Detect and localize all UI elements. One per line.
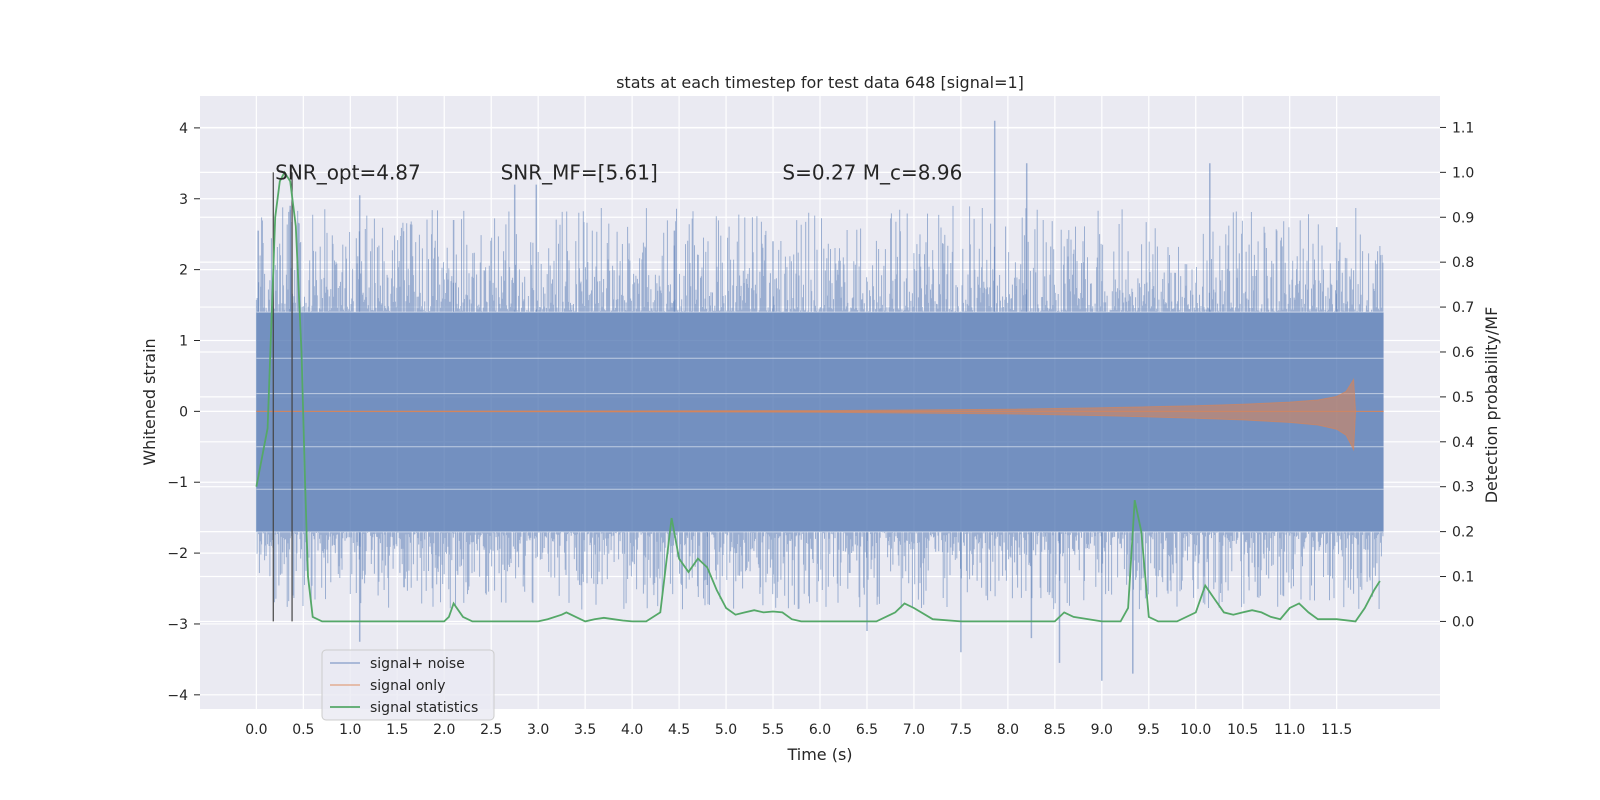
signal-only-series	[256, 377, 1384, 452]
x-axis-ticks: 0.0 0.5 1.0 1.5 2.0 2.5 3.0 3.5 4.0 4.5 5.0 5.5 6.0 6…	[245, 722, 1352, 738]
y2-tick-label: 1.1	[1452, 120, 1474, 136]
y2-tick-label: 0.4	[1452, 435, 1474, 451]
x-tick-label: 9.5	[1138, 722, 1160, 738]
y2-tick-label: 0.9	[1452, 210, 1474, 226]
annotations: SNR_opt=4.87 SNR_MF=[5.61] S=0.27 M_c=8.96	[275, 160, 962, 184]
x-tick-label: 6.5	[856, 722, 878, 738]
x-tick-label: 5.0	[715, 722, 737, 738]
y-tick-label: −2	[167, 546, 188, 562]
y-axis-label: Whitened strain	[140, 338, 159, 465]
y-tick-label: 3	[179, 192, 188, 208]
y-tick-label: −1	[167, 475, 188, 491]
y2-tick-label: 0.2	[1452, 525, 1474, 541]
y-tick-label: −4	[167, 688, 188, 704]
legend-label-noise: signal+ noise	[370, 656, 465, 672]
x-tick-label: 7.0	[903, 722, 925, 738]
x-tick-label: 1.0	[339, 722, 361, 738]
y-axis-ticks: −4 −3 −2 −1 0 1 2 3 4	[167, 121, 200, 704]
legend: signal+ noise signal only signal statist…	[321, 649, 495, 721]
y2-tick-label: 0.3	[1452, 480, 1474, 496]
annotation: SNR_opt=4.87	[275, 160, 421, 184]
y-tick-label: 2	[179, 263, 188, 279]
x-tick-label: 1.5	[386, 722, 408, 738]
y2-axis-ticks: 0.0 0.1 0.2 0.3 0.4 0.5 0.6 0.7 0.8 0.9 1.0 1.1	[1440, 120, 1474, 630]
y2-tick-label: 1.0	[1452, 165, 1474, 181]
x-tick-label: 6.0	[809, 722, 831, 738]
x-tick-label: 3.0	[527, 722, 549, 738]
annotation: S=0.27 M_c=8.96	[782, 160, 962, 184]
x-tick-label: 2.5	[480, 722, 502, 738]
x-tick-label: 8.0	[997, 722, 1019, 738]
x-axis-label: Time (s)	[786, 745, 852, 764]
annotation: SNR_MF=[5.61]	[501, 160, 658, 184]
x-tick-label: 4.5	[668, 722, 690, 738]
y2-tick-label: 0.7	[1452, 300, 1474, 316]
x-tick-label: 10.5	[1227, 722, 1258, 738]
x-tick-label: 0.5	[292, 722, 314, 738]
x-tick-label: 3.5	[574, 722, 596, 738]
legend-label-stats: signal statistics	[370, 700, 478, 716]
x-tick-label: 11.0	[1274, 722, 1305, 738]
x-tick-label: 11.5	[1321, 722, 1352, 738]
y2-tick-label: 0.5	[1452, 390, 1474, 406]
x-tick-label: 0.0	[245, 722, 267, 738]
y2-tick-label: 0.1	[1452, 570, 1474, 586]
x-tick-label: 10.0	[1180, 722, 1211, 738]
x-tick-label: 2.0	[433, 722, 455, 738]
y-tick-label: 0	[179, 404, 188, 420]
x-tick-label: 8.5	[1044, 722, 1066, 738]
y-tick-label: 4	[179, 121, 188, 137]
chart-title: stats at each timestep for test data 648…	[616, 73, 1024, 92]
signal-statistics-series	[255, 170, 1381, 623]
signal-envelope	[256, 377, 1384, 452]
signal-plus-noise-series	[255, 120, 1384, 681]
y-tick-label: −3	[167, 617, 188, 633]
signal-statistics-line	[255, 170, 1381, 623]
x-tick-label: 7.5	[950, 722, 972, 738]
legend-box	[321, 649, 495, 721]
x-tick-label: 5.5	[762, 722, 784, 738]
y2-tick-label: 0.6	[1452, 345, 1474, 361]
y2-tick-label: 0.0	[1452, 614, 1474, 630]
y-tick-label: 1	[179, 333, 188, 349]
noise-spikes	[257, 120, 1338, 681]
legend-label-signal: signal only	[370, 678, 445, 694]
x-tick-label: 4.0	[621, 722, 643, 738]
y2-axis-label: Detection probability/MF	[1482, 307, 1501, 504]
x-tick-label: 9.0	[1091, 722, 1113, 738]
y2-tick-label: 0.8	[1452, 255, 1474, 271]
